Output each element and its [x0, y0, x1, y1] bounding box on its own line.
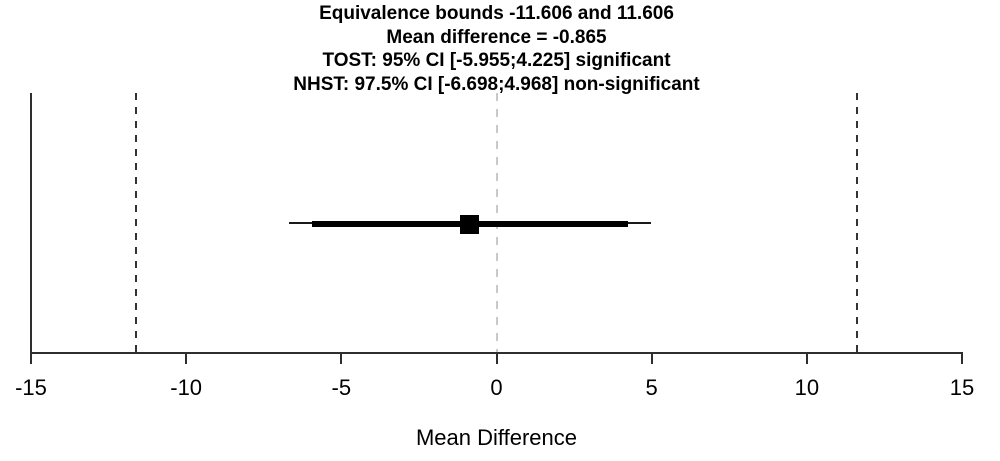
title-line-mean-difference: Mean difference = -0.865: [386, 26, 607, 48]
x-axis-tick-label: -10: [170, 375, 203, 400]
x-axis-tick: [185, 354, 188, 364]
x-axis-tick-label: -5: [331, 375, 352, 400]
y-axis-line: [30, 93, 32, 354]
mean-difference-marker: [460, 214, 480, 234]
x-axis-tick-label: 15: [949, 375, 975, 400]
x-axis-tick: [961, 354, 963, 364]
x-axis-tick: [340, 354, 343, 364]
x-axis-tick: [650, 354, 653, 364]
title-line-nhst-ci: NHST: 97.5% CI [-6.698;4.968] non-signif…: [293, 73, 700, 95]
chart-title: Equivalence bounds -11.606 and 11.606 Me…: [31, 2, 962, 96]
equivalence-bound-upper-line: [855, 93, 858, 352]
x-axis-tick-label: -15: [15, 375, 47, 400]
title-line-tost-ci: TOST: 95% CI [-5.955;4.225] significant: [322, 50, 671, 71]
x-axis-tick: [495, 354, 498, 364]
x-axis-title: Mean Difference: [415, 425, 577, 450]
x-axis-tick: [805, 354, 808, 364]
x-axis-tick-label: 10: [794, 375, 820, 400]
title-line-equivalence-bounds: Equivalence bounds -11.606 and 11.606: [319, 3, 674, 24]
x-axis-tick-label: 5: [645, 375, 658, 400]
x-axis-tick: [30, 354, 32, 364]
x-axis-tick-label: 0: [490, 375, 503, 400]
equivalence-bound-lower-line: [135, 93, 138, 352]
x-axis-line: [30, 352, 963, 354]
